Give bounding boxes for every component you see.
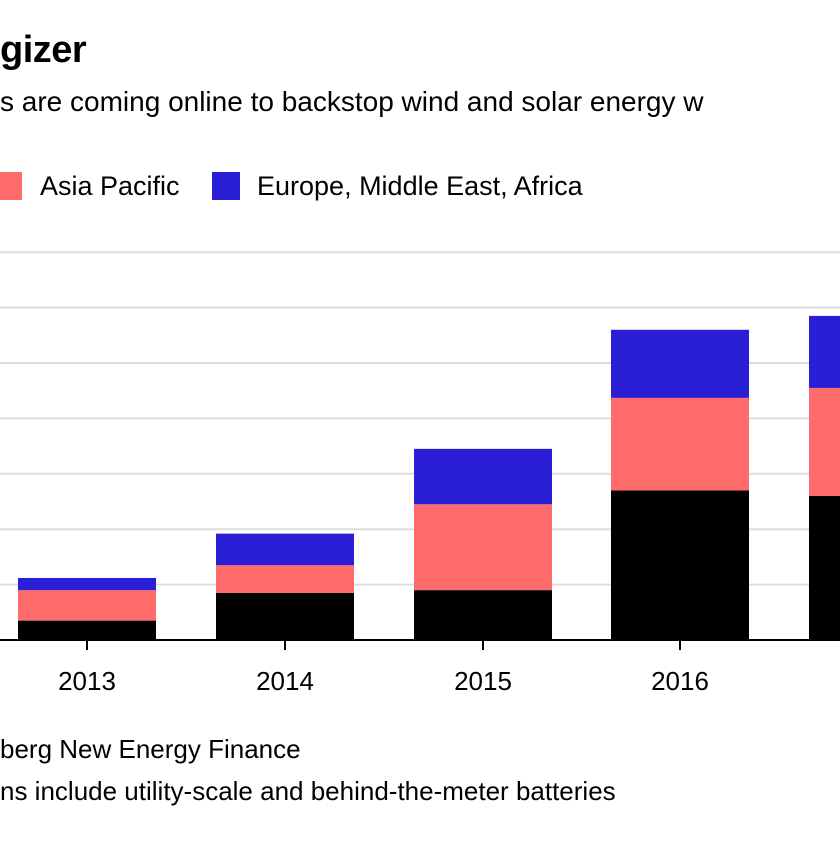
chart-title: gizer <box>0 29 87 71</box>
bars <box>18 315 840 640</box>
bar-segment-2013-series-0 <box>18 620 156 640</box>
bar-segment-2013-series-2 <box>18 577 156 591</box>
bar-segment-2015-series-0 <box>414 590 552 640</box>
bar-segment-2014-series-2 <box>216 533 354 566</box>
footnote: ns include utility-scale and behind-the-… <box>0 776 616 806</box>
x-tick-label-2014: 2014 <box>256 666 314 696</box>
legend-swatch-emea <box>212 172 240 200</box>
x-tick-label-2015: 2015 <box>454 666 512 696</box>
bar-segment-2016-series-0 <box>611 490 749 640</box>
bar-segment-2014-series-1 <box>216 565 354 593</box>
x-axis-tick-labels: 2013 2014 2015 2016 <box>58 666 709 696</box>
source-note: berg New Energy Finance <box>0 734 301 764</box>
bar-segment-next-series-0 <box>809 495 840 640</box>
x-axis-ticks <box>86 640 681 650</box>
bar-segment-2014-series-0 <box>216 592 354 640</box>
legend-label-emea: Europe, Middle East, Africa <box>257 171 583 201</box>
stacked-bar-chart: 2013 2014 2015 2016 <box>0 251 840 696</box>
x-tick-label-2016: 2016 <box>651 666 709 696</box>
legend-label-asia-pacific: Asia Pacific <box>40 171 180 201</box>
bar-segment-2016-series-1 <box>611 397 749 491</box>
x-tick-label-2013: 2013 <box>58 666 116 696</box>
bar-segment-2015-series-2 <box>414 448 552 505</box>
chart-subtitle: s are coming online to backstop wind and… <box>0 86 704 117</box>
bar-segment-next-series-1 <box>809 387 840 496</box>
bar-segment-next-series-2 <box>809 315 840 388</box>
bar-segment-2013-series-1 <box>18 590 156 621</box>
bar-segment-2016-series-2 <box>611 329 749 398</box>
legend: Asia Pacific Europe, Middle East, Africa <box>0 168 840 204</box>
bar-segment-2015-series-1 <box>414 504 552 591</box>
legend-swatch-asia-pacific <box>0 172 22 200</box>
